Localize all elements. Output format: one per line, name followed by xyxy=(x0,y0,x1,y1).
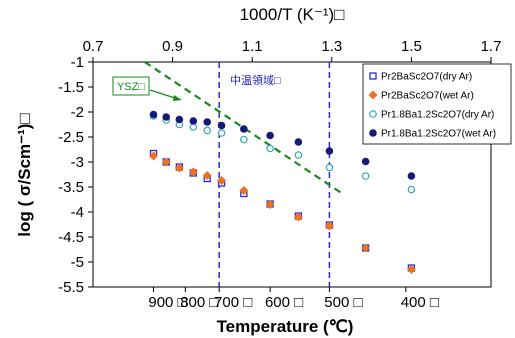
data-point xyxy=(406,265,416,274)
ysz-label-box xyxy=(112,76,150,96)
top-axis-title: 1000/T (K⁻¹)□ xyxy=(240,5,345,24)
top-axis-ticks: 0.7 0.9 1.1 1.3 1.5 1.7 xyxy=(83,38,502,62)
mid-temperature-annotation: 中温領域□ xyxy=(230,73,281,87)
data-point xyxy=(266,131,274,140)
bottom-tick-label: 500 □ xyxy=(324,294,362,311)
data-point xyxy=(324,221,334,231)
data-point xyxy=(361,243,371,253)
data-point xyxy=(265,200,275,209)
top-tick-label: 1.1 xyxy=(242,38,263,55)
ysz-reference-line xyxy=(144,61,345,196)
top-tick-label: 1.7 xyxy=(481,38,502,55)
data-point xyxy=(203,126,212,135)
ysz-label: YSZ□ xyxy=(112,76,182,101)
legend-entry-label: Pr1.8Ba1.2Sc2O7(dry Ar) xyxy=(381,110,494,121)
x-axis-title: Temperature (℃) xyxy=(217,317,354,336)
top-tick-label: 0.9 xyxy=(162,38,183,55)
data-point xyxy=(217,121,226,130)
y-tick-label: -5.5 xyxy=(58,279,84,296)
ysz-label-arrow xyxy=(149,89,179,100)
legend-box xyxy=(362,63,512,145)
bottom-tick-label: 400 □ xyxy=(401,294,439,311)
y-tick-label: -3 xyxy=(71,154,84,171)
data-point xyxy=(240,135,248,144)
data-point xyxy=(369,72,377,80)
data-point xyxy=(361,172,370,180)
legend-entry-label: Pr2BaSc2O7(wet Ar) xyxy=(381,91,474,102)
y-tick-label: -5 xyxy=(71,254,84,271)
top-tick-label: 1.5 xyxy=(401,38,422,55)
plot-frame xyxy=(92,61,492,288)
data-point xyxy=(202,171,212,180)
data-point xyxy=(162,113,171,121)
data-point xyxy=(149,110,158,119)
vertical-guides xyxy=(218,62,331,287)
ysz-reference xyxy=(144,61,345,196)
y-axis-title: log ( σ/Scm⁻¹)□ xyxy=(15,113,34,236)
data-point xyxy=(361,157,370,166)
data-point xyxy=(293,212,303,222)
data-point xyxy=(369,110,377,118)
bottom-axis-ticks: 900 □800 □700 □ 600 □ 500 □ 400 □ xyxy=(148,287,439,311)
data-points xyxy=(148,110,416,274)
y-tick-label: -2 xyxy=(71,104,84,121)
data-point xyxy=(325,163,334,172)
data-point xyxy=(325,147,334,155)
ysz-label-text: YSZ□ xyxy=(117,81,145,93)
top-tick-label: 1.3 xyxy=(321,38,342,55)
data-point xyxy=(217,176,227,185)
data-point xyxy=(175,115,184,124)
data-point xyxy=(148,151,158,161)
top-tick-label: 0.7 xyxy=(83,38,104,55)
data-point xyxy=(368,90,378,100)
data-point xyxy=(188,167,198,177)
data-point xyxy=(161,157,171,167)
y-tick-label: -3.5 xyxy=(58,179,84,196)
data-point xyxy=(407,185,416,194)
data-point xyxy=(217,129,226,137)
data-point xyxy=(239,186,249,195)
y-tick-label: -1 xyxy=(71,54,84,71)
bottom-tick-label: 600 □ xyxy=(265,294,303,311)
data-point xyxy=(294,138,303,146)
data-point xyxy=(369,129,377,137)
legend-entry-label: Pr1.8Ba1.2Sc2O7(wet Ar) xyxy=(381,129,496,140)
ysz-arrowhead xyxy=(173,95,182,101)
legend: Pr2BaSc2O7(dry Ar) Pr2BaSc2O7(wet Ar) Pr1.… xyxy=(362,63,512,145)
y-tick-label: -4 xyxy=(71,204,84,221)
data-point xyxy=(174,163,184,173)
bottom-tick-label: 800 □ xyxy=(180,294,218,311)
data-point xyxy=(294,151,303,159)
data-point xyxy=(407,172,416,180)
bottom-tick-label: 700 □ xyxy=(214,294,252,311)
y-axis-ticks: -1 -1.5 -2 -2.5 -3 -3.5 -4 -4.5 -5 -5.5 xyxy=(58,54,93,296)
data-point xyxy=(266,144,274,153)
legend-entry-label: Pr2BaSc2O7(dry Ar) xyxy=(381,72,472,83)
y-tick-label: -1.5 xyxy=(58,79,84,96)
data-point xyxy=(240,125,248,133)
data-point xyxy=(203,118,212,126)
y-tick-label: -4.5 xyxy=(58,229,84,246)
bottom-tick-label: 900 □ xyxy=(148,294,186,311)
y-tick-label: -2.5 xyxy=(58,129,84,146)
data-point xyxy=(189,117,198,125)
